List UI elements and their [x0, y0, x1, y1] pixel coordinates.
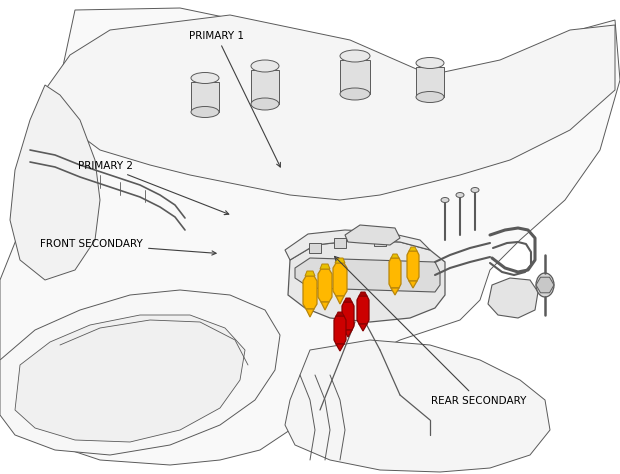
Ellipse shape	[536, 273, 554, 297]
Ellipse shape	[340, 88, 370, 100]
Ellipse shape	[416, 91, 444, 102]
Polygon shape	[342, 302, 354, 330]
Text: PRIMARY 1: PRIMARY 1	[189, 30, 280, 167]
Polygon shape	[321, 302, 329, 310]
Ellipse shape	[251, 98, 279, 110]
Ellipse shape	[471, 188, 479, 192]
Polygon shape	[288, 240, 445, 322]
Polygon shape	[303, 276, 317, 309]
Polygon shape	[391, 254, 399, 258]
Polygon shape	[409, 247, 417, 251]
Polygon shape	[10, 85, 100, 280]
Polygon shape	[336, 344, 344, 351]
Polygon shape	[251, 70, 279, 104]
Text: FRONT SECONDARY: FRONT SECONDARY	[40, 239, 216, 255]
Ellipse shape	[456, 192, 464, 198]
Polygon shape	[359, 324, 367, 331]
Polygon shape	[191, 82, 219, 112]
Polygon shape	[407, 251, 419, 281]
Polygon shape	[336, 296, 344, 304]
Polygon shape	[334, 238, 346, 248]
Polygon shape	[305, 271, 315, 276]
Polygon shape	[285, 340, 550, 472]
Polygon shape	[285, 230, 430, 260]
Polygon shape	[335, 258, 345, 263]
Polygon shape	[0, 8, 620, 465]
Ellipse shape	[191, 73, 219, 83]
Polygon shape	[416, 67, 444, 97]
Text: PRIMARY 2: PRIMARY 2	[78, 161, 229, 215]
Polygon shape	[334, 316, 346, 344]
Ellipse shape	[340, 50, 370, 62]
Polygon shape	[345, 225, 400, 245]
Polygon shape	[409, 281, 417, 288]
Polygon shape	[344, 298, 352, 302]
Ellipse shape	[191, 107, 219, 118]
Ellipse shape	[441, 198, 449, 202]
Polygon shape	[306, 309, 314, 317]
Polygon shape	[374, 236, 386, 246]
Polygon shape	[333, 263, 347, 296]
Polygon shape	[336, 312, 344, 316]
Polygon shape	[488, 278, 538, 318]
Ellipse shape	[251, 60, 279, 72]
Polygon shape	[320, 264, 330, 269]
Polygon shape	[45, 15, 615, 200]
Polygon shape	[0, 290, 280, 455]
Polygon shape	[340, 60, 370, 94]
Polygon shape	[536, 277, 554, 293]
Polygon shape	[344, 330, 352, 337]
Polygon shape	[357, 296, 369, 324]
Polygon shape	[359, 292, 367, 296]
Polygon shape	[318, 269, 332, 302]
Polygon shape	[295, 258, 440, 292]
Polygon shape	[391, 288, 399, 295]
Polygon shape	[15, 315, 245, 442]
Ellipse shape	[416, 57, 444, 69]
Polygon shape	[389, 258, 401, 288]
Text: REAR SECONDARY: REAR SECONDARY	[335, 256, 526, 406]
Polygon shape	[309, 243, 321, 253]
